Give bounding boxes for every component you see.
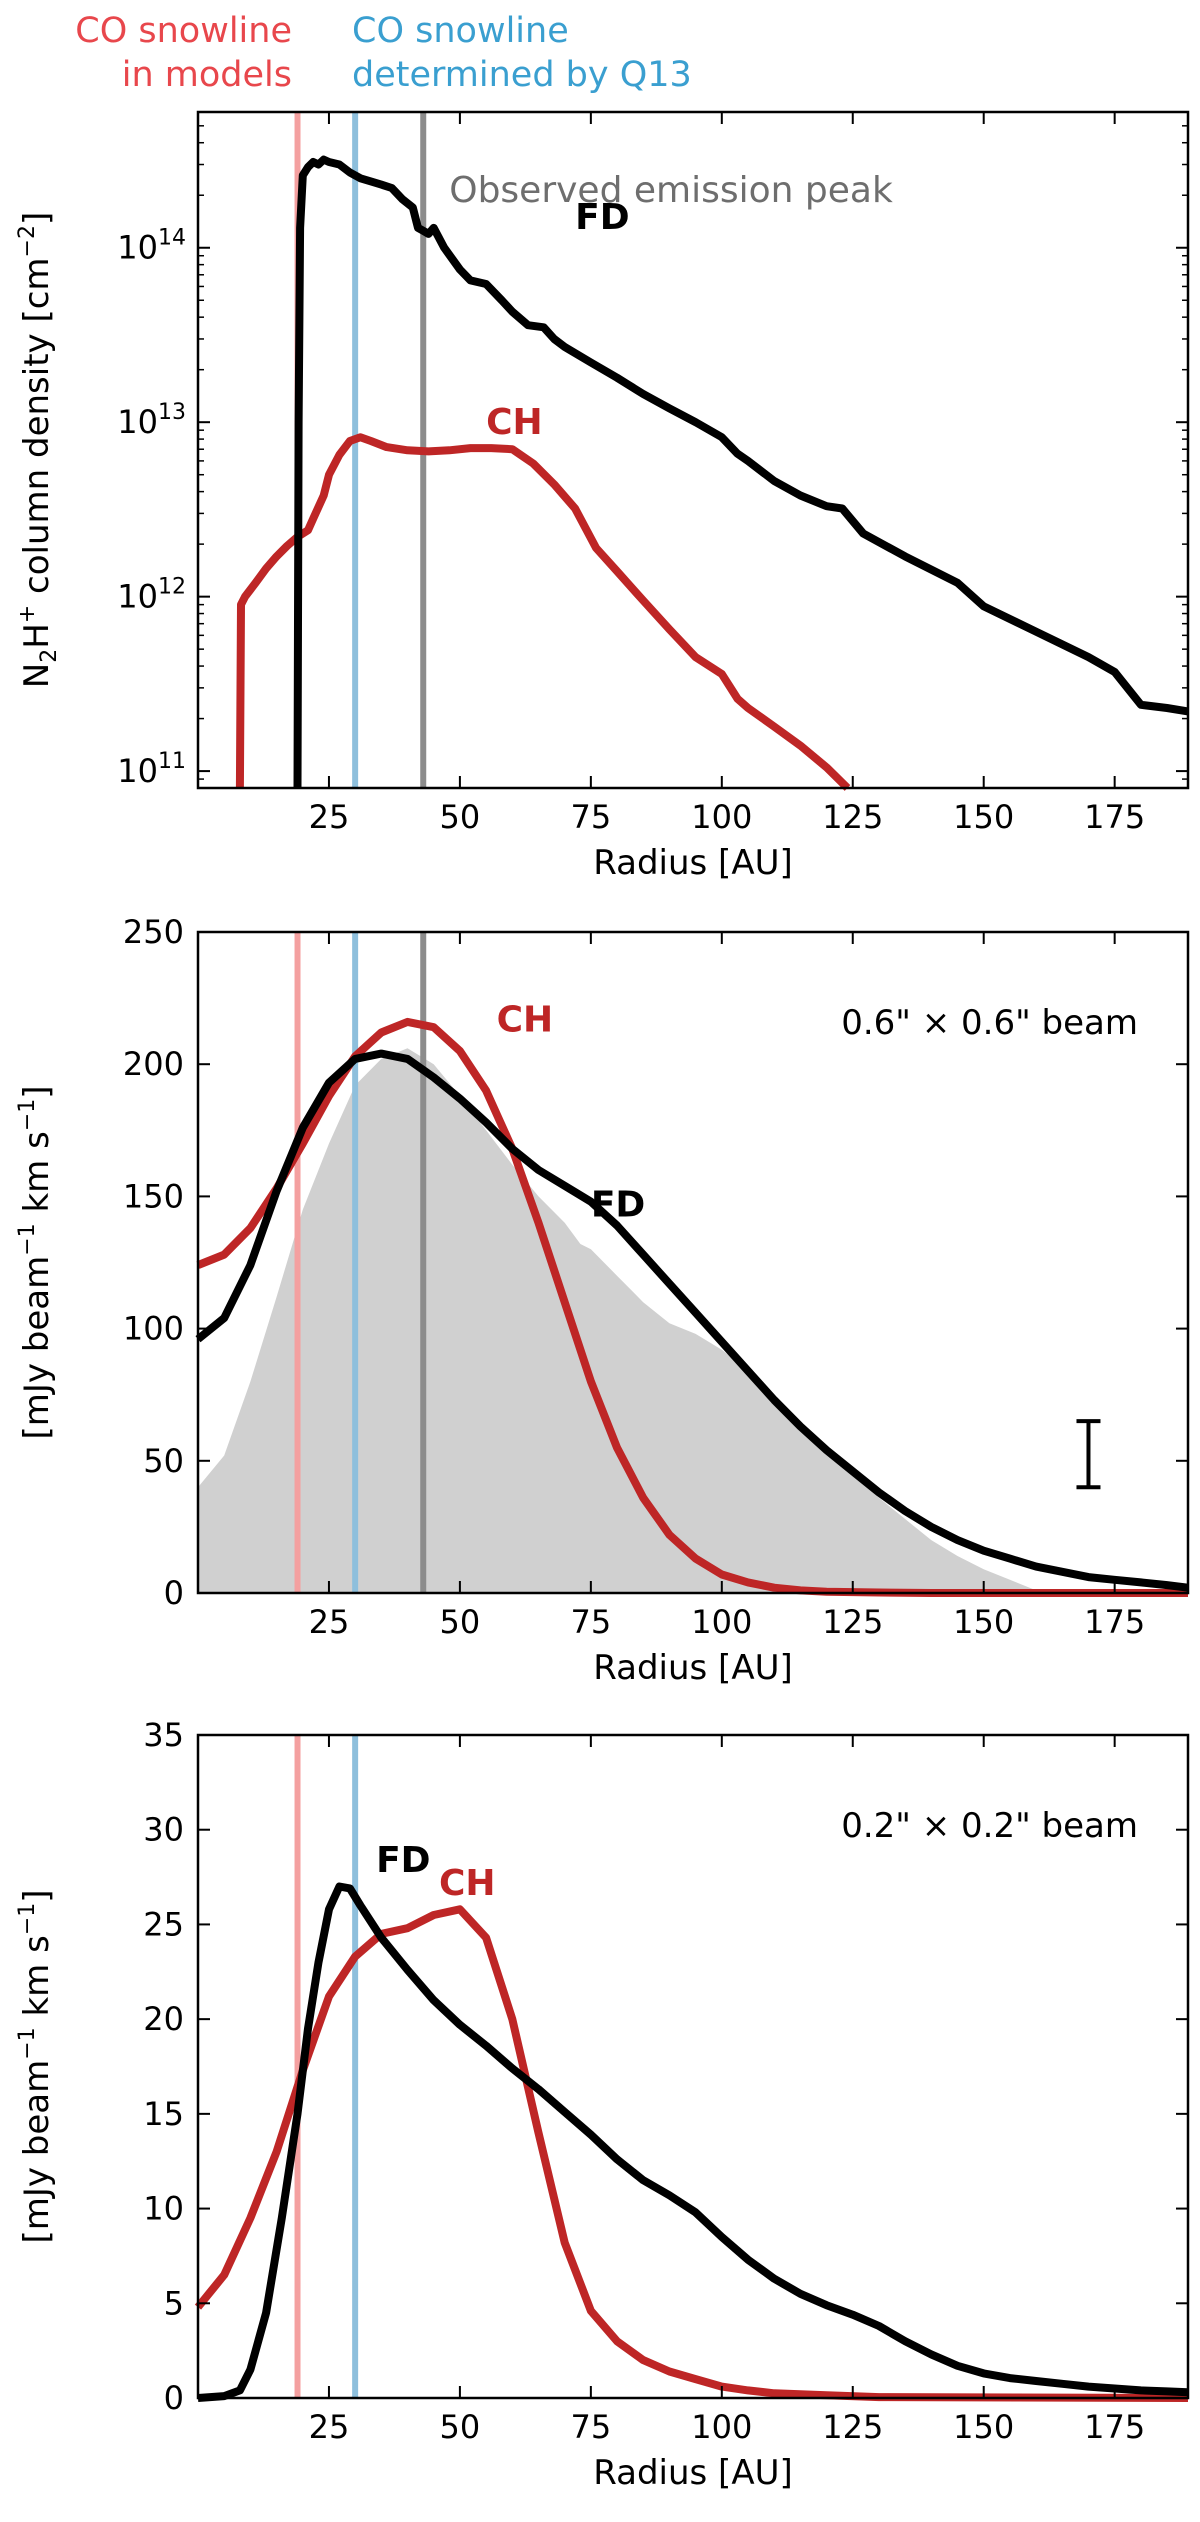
series-CH-line [235, 433, 851, 791]
x-tick-label: 125 [822, 798, 883, 836]
x-tick-label: 50 [440, 2408, 481, 2446]
x-axis-label: Radius [AU] [593, 843, 792, 883]
x-tick-label: 25 [309, 798, 350, 836]
y-tick-label: 150 [123, 1177, 184, 1215]
beam-size-label: 0.6" × 0.6" beam [841, 1003, 1138, 1043]
observed-emission-area [198, 1048, 1047, 1593]
series-CH-label: CH [439, 1863, 496, 1904]
legend-q13-line2: determined by Q13 [352, 55, 692, 95]
y-tick-label: 10 [143, 2190, 184, 2228]
legend-models-line1: CO snowline [75, 11, 292, 51]
y-tick-label: 1014 [117, 226, 186, 267]
y-axis-ticks: 0 50 100 150 200 250 [123, 913, 1188, 1612]
x-tick-label: 100 [691, 1603, 752, 1641]
series-CH-label: CH [497, 999, 554, 1040]
series-CH-line [196, 1017, 1188, 1597]
series-CH-line [194, 1905, 1189, 2402]
series-FD-label: FD [376, 1840, 430, 1881]
x-axis-ticks: 25 50 75 100 125 150 175 [309, 112, 1145, 836]
series-FD-line [293, 155, 1189, 789]
x-tick-label: 100 [691, 2408, 752, 2446]
legend-models-line2: in models [122, 55, 292, 95]
x-tick-label: 25 [309, 2408, 350, 2446]
panel-intensity-02-beam: 25 50 75 100 125 150 175 0 5 10 15 20 25 30 35 0.2" ×… [15, 1716, 1190, 2493]
y-tick-label: 1011 [117, 749, 186, 790]
series-FD-line [197, 1882, 1189, 2402]
y-tick-label: 100 [123, 1310, 184, 1348]
y-tick-label: 0 [164, 1574, 184, 1612]
y-tick-label: 200 [123, 1045, 184, 1083]
y-axis-label: [mJy beam−1 km s−1] [15, 1889, 57, 2243]
y-axis-ticks: 1011 1012 1013 1014 [117, 111, 1188, 790]
y-axis-label: [mJy beam−1 km s−1] [15, 1085, 57, 1439]
x-tick-label: 150 [953, 798, 1014, 836]
y-axis-label: N2H+ column density [cm−2] [15, 212, 62, 688]
x-tick-label: 125 [822, 1603, 883, 1641]
x-axis-label: Radius [AU] [593, 1648, 792, 1688]
x-axis-ticks: 25 50 75 100 125 150 175 [309, 932, 1145, 1641]
x-tick-label: 25 [309, 1603, 350, 1641]
x-tick-label: 150 [953, 1603, 1014, 1641]
error-bar [1076, 1419, 1101, 1490]
y-tick-label: 25 [143, 1905, 184, 1943]
x-tick-label: 175 [1084, 2408, 1145, 2446]
x-tick-label: 175 [1084, 1603, 1145, 1641]
y-tick-label: 20 [143, 2000, 184, 2038]
x-axis-ticks: 25 50 75 100 125 150 175 [309, 1735, 1145, 2446]
y-tick-label: 35 [143, 1716, 184, 1754]
plot-frame [196, 930, 1190, 1595]
y-tick-label: 30 [143, 1811, 184, 1849]
x-tick-label: 50 [440, 1603, 481, 1641]
legend-q13-line1: CO snowline [352, 11, 569, 51]
panel-column-density: 25 50 75 100 125 150 175 1011 1012 1013 1014 Obse… [15, 110, 1190, 883]
x-tick-label: 100 [691, 798, 752, 836]
x-tick-label: 50 [440, 798, 481, 836]
y-tick-label: 5 [164, 2284, 184, 2322]
panel-intensity-06-beam: 25 50 75 100 125 150 175 0 50 100 150 200 250 0.6" … [15, 913, 1190, 1688]
series-FD-label: FD [575, 197, 629, 238]
y-tick-label: 250 [123, 913, 184, 951]
y-tick-label: 1012 [117, 575, 186, 616]
y-tick-label: 50 [143, 1442, 184, 1480]
x-axis-label: Radius [AU] [593, 2453, 792, 2493]
series-FD-label: FD [591, 1184, 645, 1225]
y-tick-label: 1013 [117, 400, 186, 441]
plot-frame [196, 110, 1190, 790]
emission-peak-annotation: Observed emission peak [449, 170, 893, 211]
series-CH-label: CH [486, 402, 543, 443]
beam-size-label: 0.2" × 0.2" beam [841, 1806, 1138, 1846]
snowline-markers [294, 932, 427, 1593]
x-tick-label: 75 [570, 798, 611, 836]
y-tick-label: 15 [143, 2095, 184, 2133]
snowline-markers [294, 1735, 359, 2398]
x-tick-label: 175 [1084, 798, 1145, 836]
x-tick-label: 150 [953, 2408, 1014, 2446]
x-tick-label: 75 [570, 1603, 611, 1641]
y-tick-label: 0 [164, 2379, 184, 2417]
x-tick-label: 125 [822, 2408, 883, 2446]
series-FD-line [195, 1049, 1189, 1592]
y-axis-ticks: 0 5 10 15 20 25 30 35 [143, 1716, 1188, 2417]
x-tick-label: 75 [570, 2408, 611, 2446]
legend: CO snowline in models CO snowline determ… [75, 11, 692, 95]
plot-frame [196, 1733, 1190, 2400]
